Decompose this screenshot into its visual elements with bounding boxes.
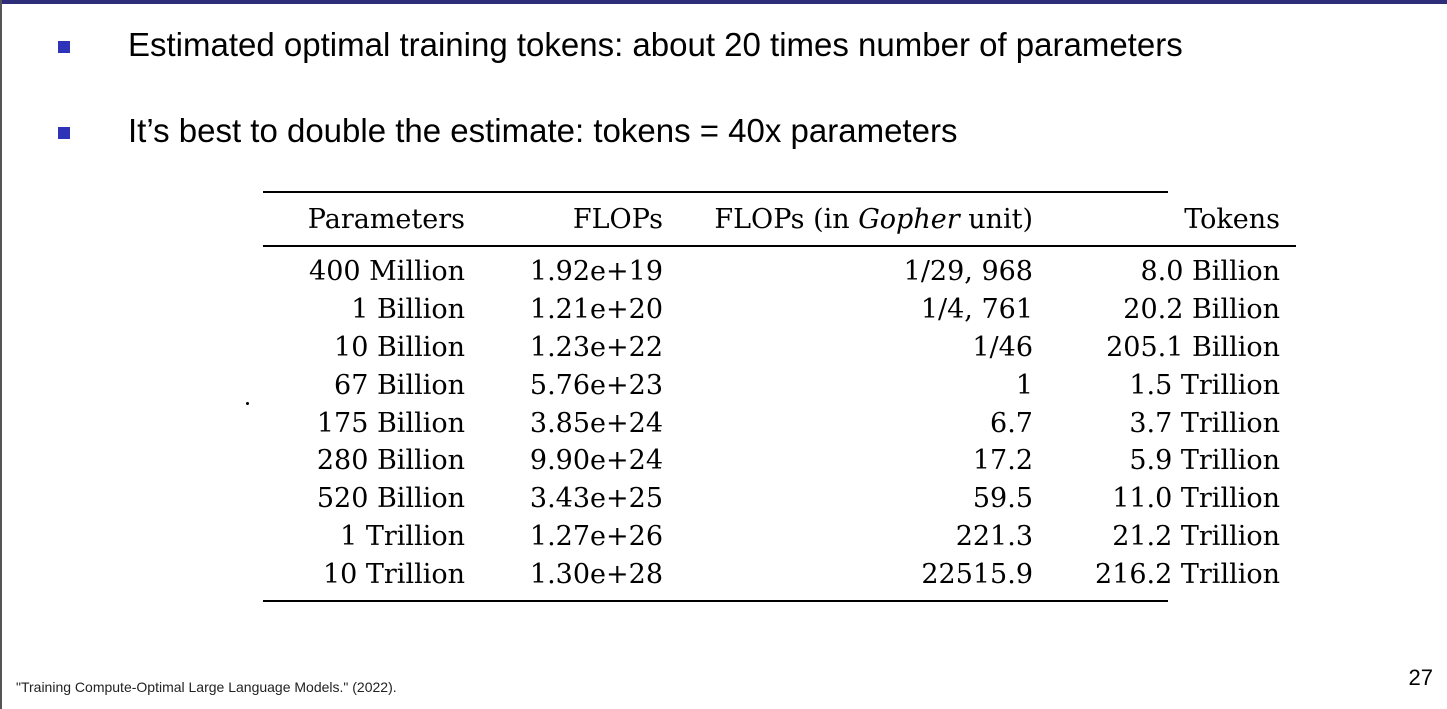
header-tokens: Tokens bbox=[1184, 203, 1280, 235]
table-header-row: Parameters FLOPs FLOPs (in Gopher unit) … bbox=[263, 193, 1296, 245]
table-bottom-rule bbox=[263, 599, 1168, 602]
cell-flops: 5.76e+23 bbox=[529, 369, 663, 401]
cell-gopher-units: 6.7 bbox=[990, 407, 1033, 439]
bullet-marker bbox=[58, 41, 70, 53]
table-row: 400 Million 1.92e+19 1/29, 968 8.0 Billion bbox=[263, 247, 1296, 291]
page-number: 27 bbox=[1408, 665, 1433, 690]
bullet-text: It’s best to double the estimate: tokens… bbox=[128, 112, 958, 149]
cell-flops: 1.23e+22 bbox=[529, 331, 663, 363]
table: Parameters FLOPs FLOPs (in Gopher unit) … bbox=[263, 193, 1296, 600]
cell-tokens: 5.9 Trillion bbox=[1129, 445, 1280, 477]
table-row: 1 Trillion 1.27e+26 221.3 21.2 Trillion bbox=[263, 518, 1296, 556]
cell-gopher-units: 1 bbox=[1015, 369, 1033, 401]
cell-parameters: 10 Trillion bbox=[322, 559, 465, 591]
cell-parameters: 67 Billion bbox=[334, 369, 465, 401]
table-top-rule bbox=[263, 191, 1168, 193]
cell-parameters: 175 Billion bbox=[316, 407, 465, 439]
cell-tokens: 216.2 Trillion bbox=[1095, 559, 1280, 591]
header-flops-gopher: FLOPs (in Gopher unit) bbox=[679, 193, 1049, 245]
cell-parameters: 1 Billion bbox=[351, 293, 465, 325]
cell-gopher-units: 1/29, 968 bbox=[903, 255, 1033, 287]
cell-gopher-units: 1/46 bbox=[972, 331, 1033, 363]
bullet-text: Estimated optimal training tokens: about… bbox=[128, 26, 1183, 63]
cell-tokens: 8.0 Billion bbox=[1140, 255, 1280, 287]
cell-flops: 1.30e+28 bbox=[529, 559, 663, 591]
table-header-rule bbox=[263, 245, 1296, 247]
cell-parameters: 520 Billion bbox=[316, 483, 465, 515]
cell-flops: 9.90e+24 bbox=[529, 445, 663, 477]
cell-gopher-units: 221.3 bbox=[955, 521, 1033, 553]
header-gopher-italic: Gopher bbox=[858, 203, 960, 235]
cell-tokens: 21.2 Trillion bbox=[1112, 521, 1280, 553]
cell-parameters: 10 Billion bbox=[334, 331, 465, 363]
stray-dot bbox=[246, 402, 249, 405]
cell-flops: 1.92e+19 bbox=[529, 255, 663, 287]
left-border bbox=[0, 0, 2, 709]
cell-gopher-units: 22515.9 bbox=[921, 559, 1033, 591]
cell-tokens: 11.0 Trillion bbox=[1112, 483, 1280, 515]
cell-parameters: 1 Trillion bbox=[340, 521, 465, 553]
cell-gopher-units: 17.2 bbox=[972, 445, 1033, 477]
header-flops-gopher-prefix: FLOPs (in bbox=[714, 203, 859, 235]
table-row: 175 Billion 3.85e+24 6.7 3.7 Trillion bbox=[263, 404, 1296, 442]
cell-flops: 3.43e+25 bbox=[529, 483, 663, 515]
scaling-table: Parameters FLOPs FLOPs (in Gopher unit) … bbox=[263, 191, 1296, 602]
cell-flops: 1.21e+20 bbox=[529, 293, 663, 325]
cell-parameters: 280 Billion bbox=[316, 445, 465, 477]
table-row: 10 Billion 1.23e+22 1/46 205.1 Billion bbox=[263, 328, 1296, 366]
cell-tokens: 20.2 Billion bbox=[1123, 293, 1280, 325]
header-flops: FLOPs bbox=[572, 203, 663, 235]
cell-gopher-units: 1/4, 761 bbox=[920, 293, 1033, 325]
table-row: 520 Billion 3.43e+25 59.5 11.0 Trillion bbox=[263, 480, 1296, 518]
table-row: 10 Trillion 1.30e+28 22515.9 216.2 Trillion bbox=[263, 556, 1296, 600]
bullet-marker bbox=[58, 127, 70, 139]
cell-gopher-units: 59.5 bbox=[972, 483, 1033, 515]
cell-tokens: 205.1 Billion bbox=[1106, 331, 1280, 363]
top-border bbox=[0, 0, 1447, 4]
table-row: 67 Billion 5.76e+23 1 1.5 Trillion bbox=[263, 366, 1296, 404]
table-row: 1 Billion 1.21e+20 1/4, 761 20.2 Billion bbox=[263, 290, 1296, 328]
citation: "Training Compute-Optimal Large Language… bbox=[16, 679, 397, 695]
cell-flops: 3.85e+24 bbox=[529, 407, 663, 439]
header-parameters: Parameters bbox=[307, 203, 465, 235]
cell-tokens: 3.7 Trillion bbox=[1129, 407, 1280, 439]
cell-flops: 1.27e+26 bbox=[529, 521, 663, 553]
header-flops-gopher-suffix: unit) bbox=[959, 203, 1033, 235]
cell-parameters: 400 Million bbox=[309, 255, 465, 287]
table-row: 280 Billion 9.90e+24 17.2 5.9 Trillion bbox=[263, 442, 1296, 480]
cell-tokens: 1.5 Trillion bbox=[1129, 369, 1280, 401]
